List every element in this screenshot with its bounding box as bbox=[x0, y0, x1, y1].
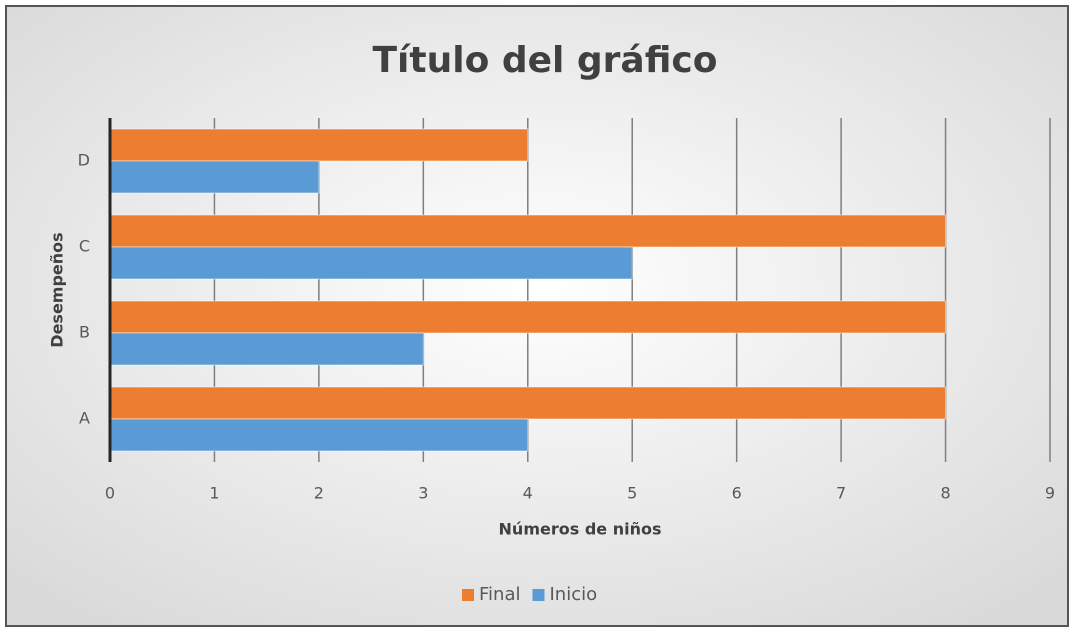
legend-swatch bbox=[462, 589, 474, 601]
x-tick-label: 5 bbox=[627, 484, 637, 503]
y-tick-label: A bbox=[79, 409, 90, 428]
bar bbox=[109, 332, 424, 366]
chart-title: Título del gráfico bbox=[373, 40, 718, 81]
x-tick-label: 7 bbox=[836, 484, 846, 503]
bar bbox=[109, 214, 947, 248]
x-tick-label: 3 bbox=[418, 484, 428, 503]
x-tick-label: 9 bbox=[1045, 484, 1055, 503]
bar bbox=[109, 160, 320, 194]
bar bbox=[109, 128, 529, 162]
bar bbox=[109, 246, 633, 280]
y-tick-label: B bbox=[79, 323, 90, 342]
y-tick-label: D bbox=[78, 151, 90, 170]
bar bbox=[109, 386, 947, 420]
legend-swatch bbox=[532, 589, 545, 601]
x-tick-label: 4 bbox=[523, 484, 533, 503]
x-axis-label: Números de niños bbox=[499, 520, 662, 539]
x-tick-label: 2 bbox=[314, 484, 324, 503]
y-tick-label: C bbox=[79, 237, 90, 256]
x-tick-label: 8 bbox=[940, 484, 950, 503]
y-axis-label: Desempeños bbox=[48, 232, 67, 347]
bar bbox=[109, 300, 947, 334]
x-tick-label: 6 bbox=[732, 484, 742, 503]
legend-label: Final bbox=[479, 584, 520, 605]
x-tick-label: 1 bbox=[209, 484, 219, 503]
legend-label: Inicio bbox=[549, 584, 597, 605]
x-tick-label: 0 bbox=[105, 484, 115, 503]
bar bbox=[109, 418, 529, 452]
